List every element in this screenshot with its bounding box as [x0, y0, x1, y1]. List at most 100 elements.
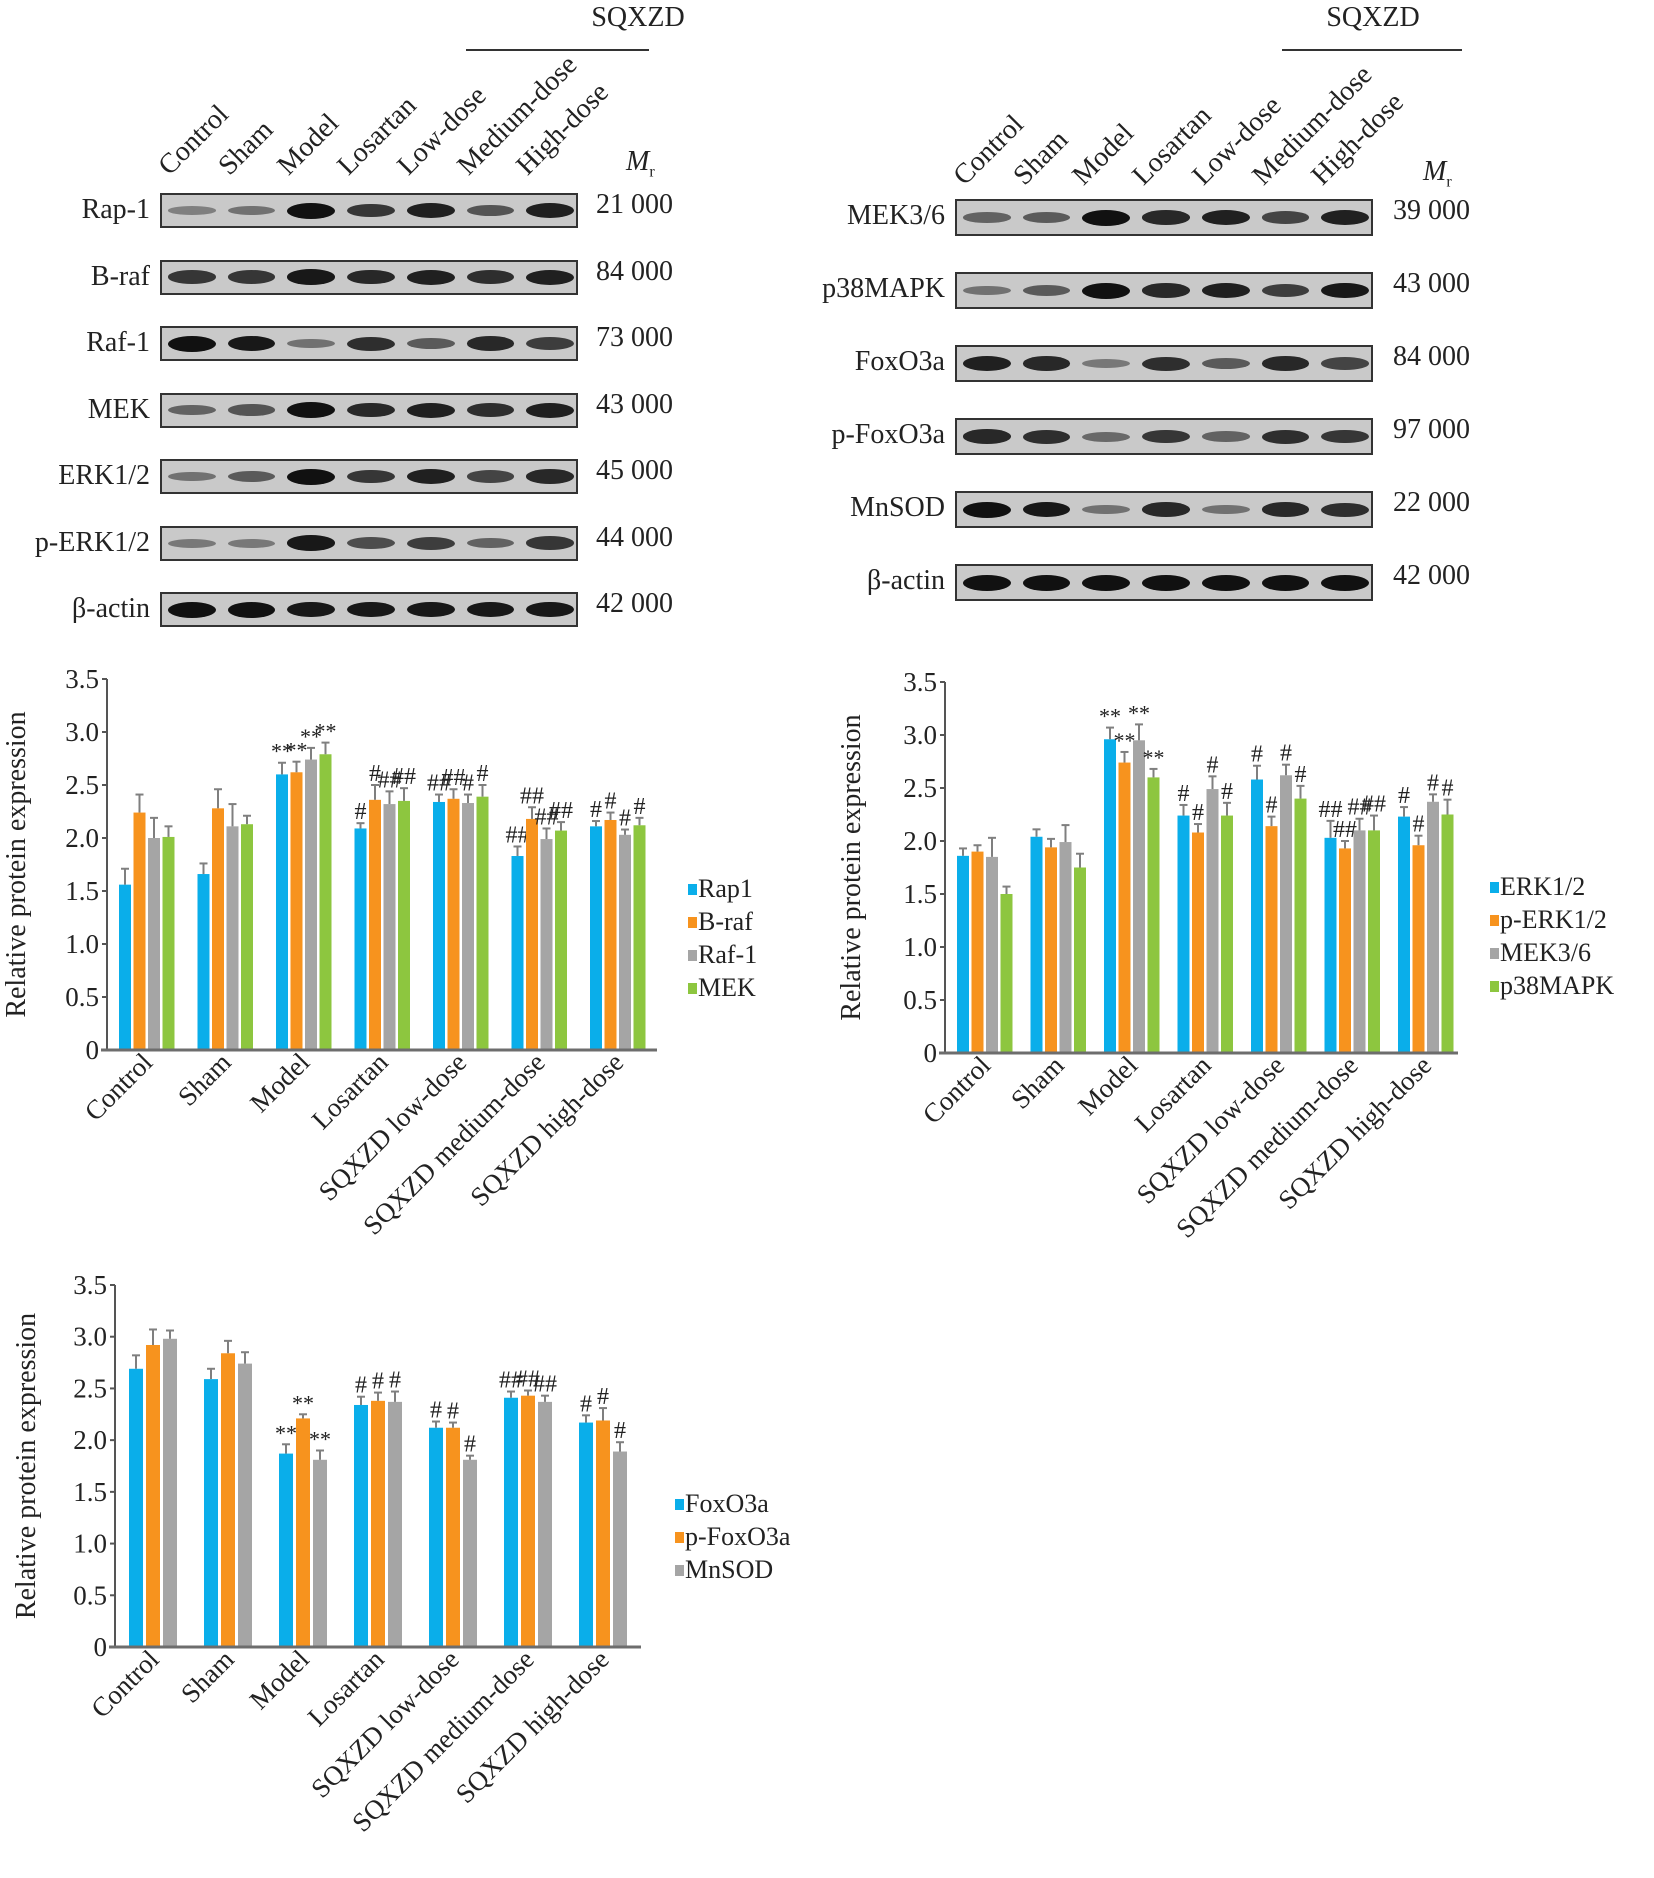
- significance-mark: ##: [549, 798, 573, 824]
- y-tick-label: 2.5: [903, 773, 937, 803]
- bar-b-raf: [133, 812, 146, 1050]
- significance-mark: #: [1427, 770, 1439, 796]
- significance-mark: **: [1128, 700, 1150, 725]
- bar-mek3-6: [1206, 789, 1219, 1053]
- significance-mark: **: [1114, 728, 1136, 753]
- lane-label: Model: [271, 107, 346, 182]
- y-tick-label: 1.5: [903, 879, 937, 909]
- molecular-weight-label: 43 000: [1393, 268, 1470, 299]
- significance-mark: #: [1295, 762, 1307, 788]
- protein-band: [962, 285, 1011, 296]
- y-tick-label: 2.0: [65, 823, 99, 853]
- protein-band: [1201, 431, 1250, 442]
- significance-mark: ##: [1362, 792, 1386, 818]
- sqxzd-group-bracket-line: [1282, 49, 1462, 51]
- bar-erk1-2: [1398, 816, 1410, 1053]
- bar-mek: [241, 824, 253, 1050]
- bar-rap1: [511, 856, 524, 1050]
- protein-band: [526, 269, 575, 285]
- y-tick-label: 2.5: [65, 770, 99, 800]
- protein-band: [287, 535, 336, 551]
- significance-mark: ##: [516, 1366, 540, 1392]
- protein-band: [227, 335, 276, 352]
- blot-strip: [955, 564, 1373, 601]
- protein-band: [1022, 501, 1071, 518]
- bar-foxo3a: [504, 1397, 518, 1647]
- protein-band: [406, 601, 455, 618]
- bar-mek3-6: [1427, 801, 1439, 1053]
- bar-mek: [319, 754, 332, 1050]
- bar-b-raf: [604, 819, 617, 1050]
- blot-strip: [955, 272, 1373, 309]
- protein-band: [1261, 574, 1310, 591]
- legend-label: p-FoxO3a: [685, 1522, 791, 1551]
- significance-mark: #: [1442, 776, 1454, 802]
- blot-strip: [160, 326, 578, 361]
- bar-p-foxo3a: [146, 1344, 160, 1647]
- legend-label: ERK1/2: [1500, 872, 1585, 901]
- bar-mnsod: [313, 1459, 327, 1647]
- legend-swatch-b-raf: [688, 917, 697, 928]
- bar-p-erk1-2: [971, 851, 984, 1053]
- y-tick-label: 1.5: [65, 876, 99, 906]
- molecular-weight-label: 84 000: [1393, 341, 1470, 372]
- bar-foxo3a: [279, 1453, 293, 1647]
- protein-band: [227, 404, 276, 416]
- protein-band: [1082, 282, 1131, 299]
- legend-swatch-mek3-6: [1490, 948, 1499, 959]
- significance-mark: **: [292, 1390, 314, 1415]
- protein-band: [287, 402, 336, 418]
- protein-band: [1261, 429, 1310, 444]
- bar-erk1-2: [957, 855, 969, 1053]
- bar-p-erk1-2: [1265, 826, 1278, 1053]
- x-category-label: Model: [244, 1047, 315, 1118]
- significance-mark: #: [447, 1399, 459, 1425]
- protein-band: [406, 402, 455, 418]
- significance-mark: #: [464, 1432, 476, 1458]
- bar-raf-1: [148, 838, 160, 1050]
- protein-band: [406, 469, 455, 484]
- legend-label: Rap1: [698, 874, 753, 903]
- legend-label: B-raf: [698, 907, 753, 936]
- bar-erk1-2: [1104, 739, 1116, 1053]
- significance-mark: #: [389, 1368, 401, 1394]
- protein-band: [1142, 210, 1190, 225]
- protein-band: [227, 538, 276, 548]
- y-tick-label: 0: [86, 1035, 100, 1065]
- legend-swatch-mnsod: [675, 1565, 684, 1576]
- protein-band: [962, 574, 1011, 591]
- y-tick-label: 1.0: [73, 1529, 107, 1559]
- bar-mnsod: [613, 1451, 627, 1647]
- legend-swatch-raf-1: [688, 950, 697, 961]
- protein-band: [1261, 502, 1310, 517]
- bar-p-erk1-2: [1045, 847, 1057, 1053]
- protein-band: [1142, 356, 1190, 371]
- molecular-weight-label: 42 000: [1393, 560, 1470, 591]
- significance-mark: **: [1143, 745, 1165, 770]
- legend-label: FoxO3a: [685, 1489, 769, 1518]
- legend-label: p38MAPK: [1500, 971, 1614, 1000]
- molecular-weight-label: 21 000: [596, 189, 673, 220]
- protein-band: [1022, 285, 1071, 296]
- blot-strip: [160, 259, 578, 295]
- significance-mark: ##: [520, 783, 544, 809]
- significance-mark: #: [355, 1373, 367, 1399]
- blot-row-label: B-raf: [90, 260, 150, 292]
- blot-row-label: β-actin: [72, 593, 150, 624]
- bar-p-erk1-2: [1192, 832, 1204, 1053]
- protein-band: [1321, 502, 1370, 517]
- protein-band: [1201, 210, 1250, 225]
- bar-mek: [162, 836, 175, 1050]
- significance-mark: #: [590, 797, 602, 823]
- protein-band: [167, 270, 216, 284]
- blot-row-label: FoxO3a: [854, 346, 945, 377]
- molecular-weight-label: 22 000: [1393, 487, 1470, 518]
- lane-label: Model: [1066, 117, 1141, 192]
- y-tick-label: 0: [924, 1038, 938, 1068]
- y-tick-label: 2.0: [73, 1425, 107, 1455]
- bar-chart-foxo3a-mnsod: 0 0.5 1.0 1.5 2.0 2.5 3.0 3.5 Relative protein e…: [11, 1270, 791, 1838]
- significance-mark: ##: [378, 767, 402, 793]
- protein-band: [1201, 504, 1250, 515]
- protein-band: [1082, 504, 1131, 515]
- sqxzd-group-header: SQXZD: [1326, 2, 1420, 33]
